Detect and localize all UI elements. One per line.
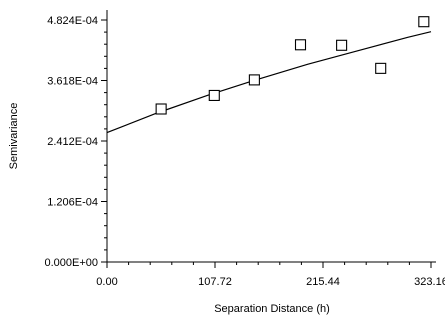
data-point-marker	[208, 89, 220, 101]
y-major-ticks: 0.000E+00 1.206E-04 2.412E-04 3.618E-04 4.82…	[44, 15, 107, 269]
x-tick-label: 0.00	[96, 276, 117, 288]
data-point-marker	[294, 39, 307, 51]
fitted-model-line	[106, 31, 432, 134]
x-tick-label: 107.72	[198, 276, 232, 288]
y-tick-label: 0.000E+00	[44, 257, 98, 269]
data-point-marker	[375, 62, 387, 74]
data-point-marker	[248, 74, 260, 86]
y-minor-ticks	[104, 31, 107, 251]
y-tick-label: 2.412E-04	[47, 136, 98, 148]
y-tick-label: 1.206E-04	[47, 197, 98, 209]
x-axis-title: Separation Distance (h)	[214, 303, 330, 315]
data-point-marker	[418, 16, 430, 28]
y-tick-label: 4.824E-04	[47, 15, 98, 27]
x-major-ticks: 0.00 107.72 215.44 323.16	[96, 262, 445, 288]
x-tick-label: 215.44	[306, 276, 340, 288]
y-axis-title: Semivariance	[8, 103, 20, 170]
x-tick-label: 323.16	[414, 276, 445, 288]
data-point-marker	[336, 39, 348, 51]
fit-line-layer	[106, 31, 432, 134]
y-tick-label: 3.618E-04	[47, 76, 98, 88]
points-layer	[155, 16, 430, 115]
data-point-marker	[155, 103, 167, 115]
x-minor-ticks	[128, 262, 410, 265]
